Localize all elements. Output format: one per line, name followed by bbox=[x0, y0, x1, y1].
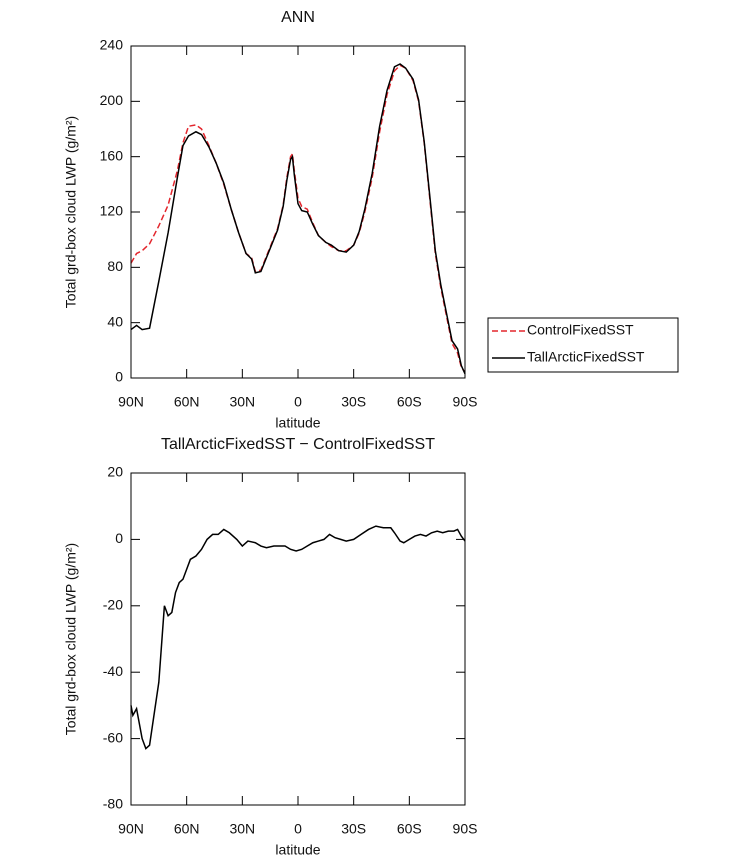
x-tick-label: 90N bbox=[118, 394, 144, 410]
data-line bbox=[130, 64, 466, 373]
data-line bbox=[130, 525, 466, 750]
y-tick-label: -40 bbox=[103, 663, 123, 679]
chart-title: TallArcticFixedSST − ControlFixedSST bbox=[161, 436, 435, 453]
y-axis-label: Total grd-box cloud LWP (g/m²) bbox=[63, 116, 79, 308]
x-tick-label: 30N bbox=[229, 821, 255, 837]
y-tick-label: 40 bbox=[107, 313, 123, 329]
x-tick-label: 30S bbox=[341, 821, 366, 837]
x-axis-label: latitude bbox=[275, 415, 320, 431]
x-tick-label: 90N bbox=[118, 821, 144, 837]
legend-label: ControlFixedSST bbox=[527, 322, 634, 338]
y-tick-label: -60 bbox=[103, 729, 123, 745]
x-tick-label: 60S bbox=[397, 394, 422, 410]
x-tick-label: 60N bbox=[174, 394, 200, 410]
legend-label: TallArcticFixedSST bbox=[527, 349, 645, 365]
y-tick-label: 200 bbox=[100, 92, 124, 108]
x-tick-label: 0 bbox=[294, 394, 302, 410]
x-tick-label: 30S bbox=[341, 394, 366, 410]
x-axis-label: latitude bbox=[275, 842, 320, 858]
y-tick-label: -20 bbox=[103, 597, 123, 613]
y-tick-label: 240 bbox=[100, 37, 124, 53]
y-tick-label: 80 bbox=[107, 258, 123, 274]
y-tick-label: 160 bbox=[100, 147, 124, 163]
x-tick-label: 60S bbox=[397, 821, 422, 837]
y-tick-label: 0 bbox=[115, 369, 123, 385]
data-line bbox=[130, 63, 466, 375]
y-tick-label: 120 bbox=[100, 203, 124, 219]
x-tick-label: 60N bbox=[174, 821, 200, 837]
y-tick-label: 0 bbox=[115, 530, 123, 546]
y-axis-label: Total grd-box cloud LWP (g/m²) bbox=[63, 543, 79, 735]
y-tick-label: -80 bbox=[103, 796, 123, 812]
plot-frame bbox=[130, 472, 466, 806]
y-tick-label: 20 bbox=[107, 464, 123, 480]
legend-box bbox=[487, 317, 679, 373]
x-tick-label: 90S bbox=[453, 821, 478, 837]
plot-frame bbox=[130, 45, 466, 379]
x-tick-label: 30N bbox=[229, 394, 255, 410]
chart-title: ANN bbox=[281, 9, 315, 26]
x-tick-label: 0 bbox=[294, 821, 302, 837]
x-tick-label: 90S bbox=[453, 394, 478, 410]
